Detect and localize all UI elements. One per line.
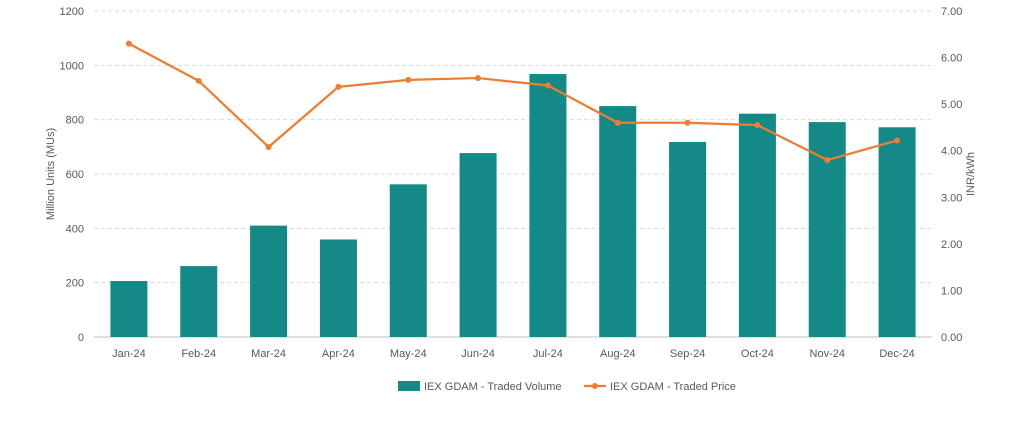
price-point [684, 119, 691, 126]
price-point [125, 40, 132, 47]
legend-swatch-volume [398, 381, 420, 391]
y-right-tick-label: 6.00 [941, 53, 962, 65]
price-point [265, 143, 272, 150]
x-tick-label: Jun-24 [461, 348, 495, 360]
legend: IEX GDAM - Traded Volume IEX GDAM - Trade… [398, 381, 736, 393]
y-right-axis-title: INR/kWh [965, 152, 977, 196]
y-left-tick-label: 600 [66, 169, 84, 181]
volume-bar [878, 127, 916, 337]
volume-bar [669, 141, 707, 337]
volume-bar [389, 184, 427, 337]
price-point [894, 137, 901, 144]
axes: 0 200 400 600 800 1000 1200 0.00 1.00 2.00 3.00 4.0… [45, 6, 977, 360]
gridlines [94, 10, 932, 338]
y-left-axis-title: Million Units (MUs) [45, 128, 57, 220]
y-right-tick-label: 0.00 [941, 332, 962, 344]
x-tick-label: Sep-24 [670, 348, 705, 360]
y-right-tick-label: 3.00 [941, 192, 962, 204]
y-left-tick-label: 0 [78, 332, 84, 344]
volume-bar [459, 153, 497, 337]
volume-bar [110, 281, 148, 337]
x-tick-label: Jul-24 [533, 348, 563, 360]
price-point [614, 119, 621, 126]
x-tick-label: Mar-24 [251, 348, 286, 360]
y-left-tick-label: 200 [66, 278, 84, 290]
x-tick-label: Dec-24 [879, 348, 914, 360]
price-point [475, 75, 482, 82]
volume-bar [319, 239, 357, 337]
x-tick-label: May-24 [390, 348, 427, 360]
y-left-tick-label: 400 [66, 223, 84, 235]
x-tick-label: Feb-24 [181, 348, 216, 360]
legend-marker-price [592, 383, 598, 389]
price-line-path [128, 42, 898, 162]
legend-label-volume: IEX GDAM - Traded Volume [424, 381, 562, 393]
x-tick-label: Nov-24 [810, 348, 845, 360]
price-point [195, 77, 202, 84]
y-left-tick-label: 1000 [60, 60, 84, 72]
x-tick-label: Oct-24 [741, 348, 774, 360]
volume-bar [180, 266, 218, 337]
legend-label-price: IEX GDAM - Traded Price [610, 381, 736, 393]
volume-bar [738, 113, 776, 337]
volume-bar [529, 74, 567, 337]
price-point [544, 82, 551, 89]
y-right-tick-label: 1.00 [941, 285, 962, 297]
price-point [824, 157, 831, 164]
y-left-tick-label: 800 [66, 115, 84, 127]
y-right-tick-label: 7.00 [941, 6, 962, 18]
price-point [335, 83, 342, 90]
y-right-tick-label: 2.00 [941, 239, 962, 251]
price-point [754, 122, 761, 129]
y-right-tick-label: 5.00 [941, 99, 962, 111]
price-line [125, 40, 901, 164]
y-left-tick-label: 1200 [60, 6, 84, 18]
x-tick-label: Apr-24 [322, 348, 355, 360]
x-tick-label: Aug-24 [600, 348, 635, 360]
volume-bars [110, 74, 916, 337]
volume-bar [250, 225, 288, 337]
x-tick-label: Jan-24 [112, 348, 146, 360]
y-right-tick-label: 4.00 [941, 146, 962, 158]
volume-bar [599, 106, 637, 337]
price-point [405, 76, 412, 83]
